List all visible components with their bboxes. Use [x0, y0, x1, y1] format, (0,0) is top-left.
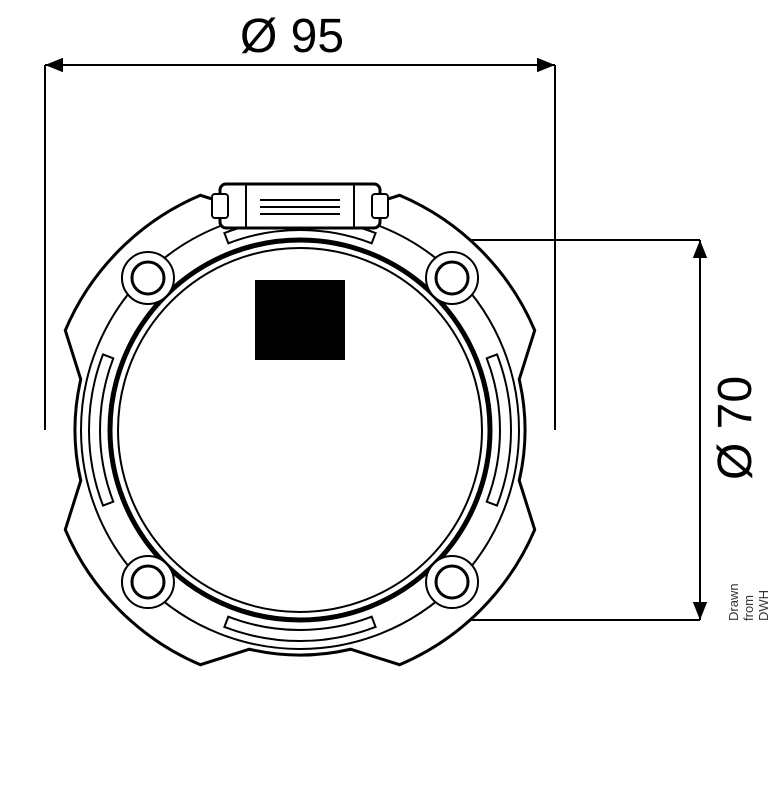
inner-diameter-label: Ø 70 — [708, 376, 763, 480]
mounting-hole — [436, 262, 468, 294]
mounting-hole — [132, 262, 164, 294]
watermark-text: Drawn from DWH Osculati Srl — [726, 574, 773, 621]
mounting-hole — [132, 566, 164, 598]
mounting-hole — [436, 566, 468, 598]
technical-drawing — [0, 0, 773, 800]
outer-diameter-label: Ø 95 — [240, 9, 344, 64]
latch-block — [255, 280, 345, 360]
hinge-assembly — [212, 184, 388, 228]
